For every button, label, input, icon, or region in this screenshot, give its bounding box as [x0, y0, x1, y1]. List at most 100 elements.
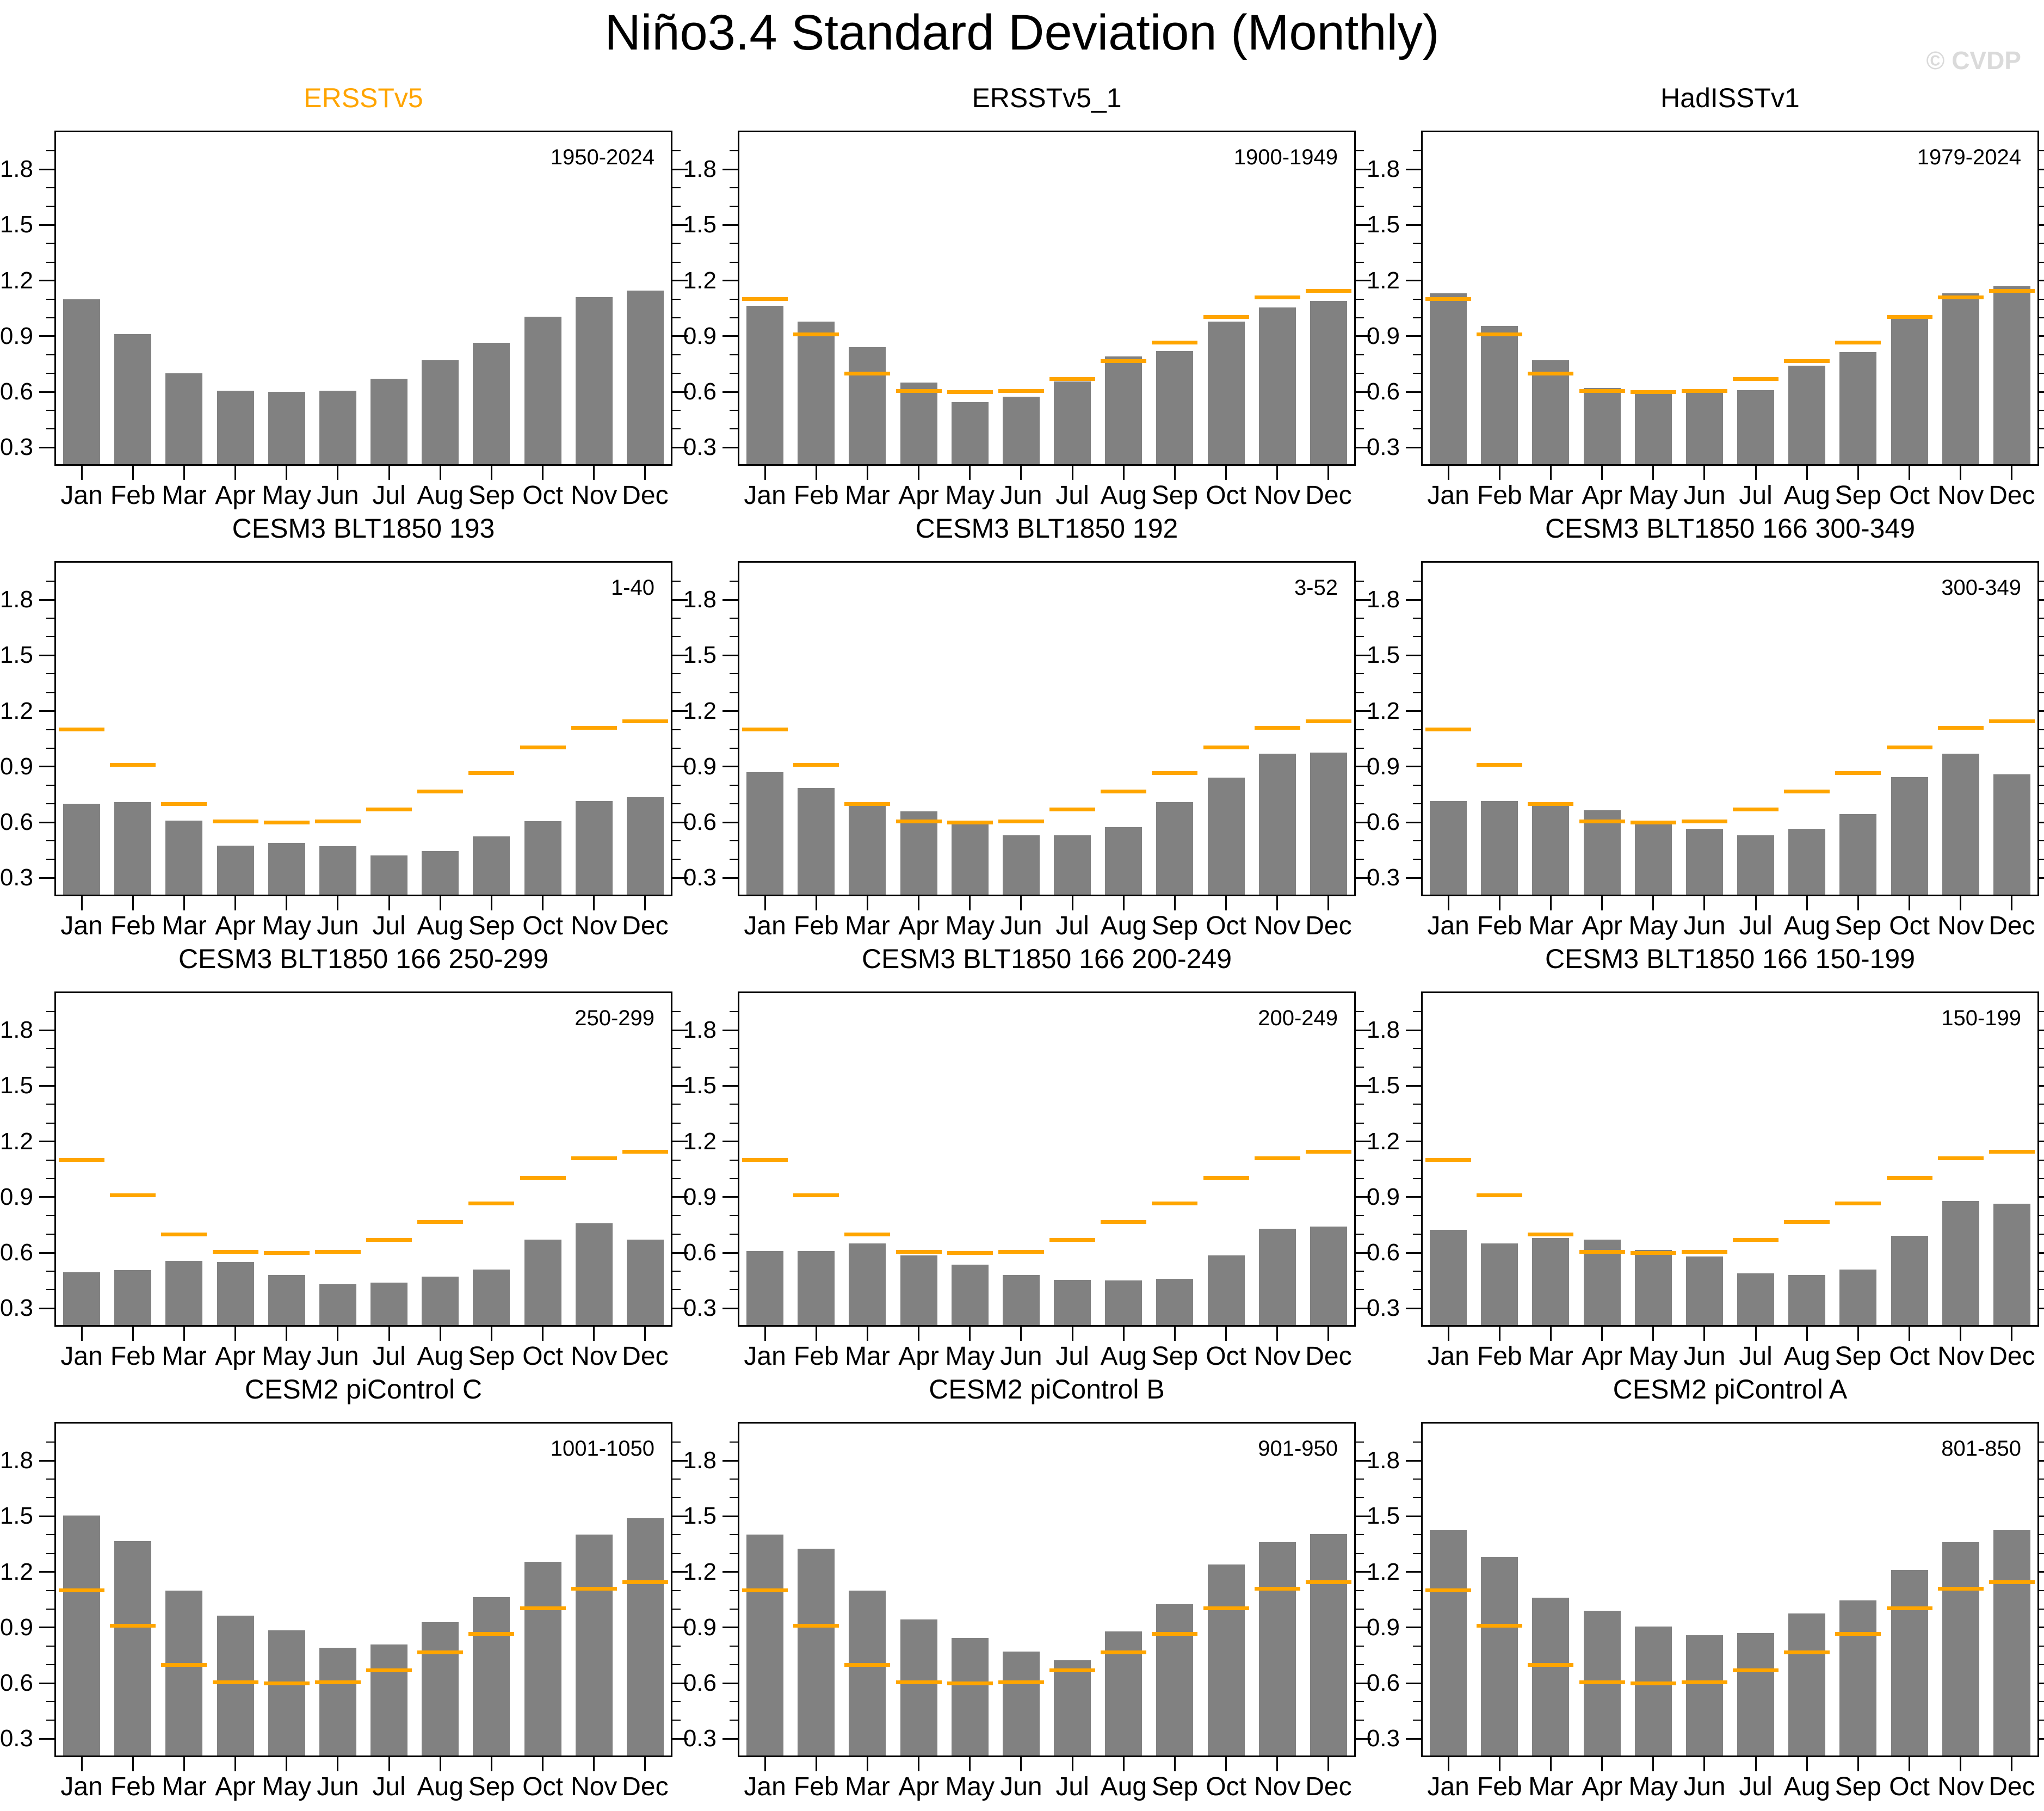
- y-axis-label: 1.5: [0, 1072, 33, 1099]
- reference-dash: [1579, 389, 1625, 393]
- y-tick-major: [672, 766, 688, 768]
- y-tick-minor: [2039, 673, 2044, 675]
- y-tick-minor: [1413, 1645, 1421, 1647]
- y-tick-major: [1356, 280, 1371, 282]
- bar: [1942, 1542, 1979, 1755]
- y-axis-label: 1.2: [0, 1128, 33, 1155]
- x-tick: [644, 466, 646, 480]
- y-axis-label: 1.2: [1366, 1128, 1400, 1155]
- reference-dash: [622, 1149, 668, 1154]
- y-tick-major: [1406, 335, 1421, 337]
- y-tick-minor: [730, 1553, 738, 1554]
- bar: [1105, 356, 1143, 464]
- bar: [524, 1240, 561, 1325]
- reference-dash: [1835, 1632, 1881, 1636]
- y-tick-minor: [1413, 1720, 1421, 1721]
- panel-title: CESM2 piControl C: [244, 1374, 483, 1405]
- x-tick: [764, 896, 766, 910]
- bar: [1788, 829, 1826, 895]
- y-tick-minor: [672, 206, 681, 207]
- y-tick-minor: [1356, 1178, 1364, 1179]
- y-tick-minor: [46, 618, 54, 619]
- x-axis-label: Dec: [622, 1772, 669, 1801]
- y-tick-minor: [1356, 1048, 1364, 1050]
- reference-dash: [571, 725, 617, 730]
- y-tick-minor: [1356, 354, 1364, 355]
- x-tick: [2011, 466, 2013, 480]
- x-tick: [1960, 1327, 1962, 1341]
- y-tick-minor: [1356, 206, 1364, 207]
- y-tick-minor: [672, 1215, 681, 1216]
- x-tick: [815, 896, 817, 910]
- y-tick-minor: [46, 784, 54, 786]
- y-axis-label: 0.3: [0, 434, 33, 461]
- y-tick-minor: [1356, 187, 1364, 189]
- bar: [1891, 317, 1928, 464]
- y-tick-minor: [1413, 1234, 1421, 1235]
- reference-dash: [998, 1680, 1044, 1684]
- reference-dash: [1733, 807, 1779, 811]
- x-axis-label: Oct: [522, 481, 563, 510]
- y-axis-label: 1.5: [683, 211, 717, 238]
- y-tick-minor: [46, 1289, 54, 1291]
- y-axis-label: 0.9: [0, 1613, 33, 1641]
- y-axis-label: 1.5: [0, 642, 33, 669]
- y-tick-major: [672, 280, 688, 282]
- reference-dash: [468, 771, 515, 775]
- bar: [165, 373, 203, 464]
- y-axis-label: 0.3: [1366, 1725, 1400, 1752]
- x-axis-label: Nov: [1937, 481, 1984, 510]
- bar: [1942, 754, 1979, 895]
- y-tick-minor: [730, 747, 738, 749]
- x-axis-label: Sep: [1835, 1772, 1882, 1801]
- reference-dash: [212, 1680, 258, 1684]
- chart-panel: ERSSTv5 1950-2024 0.3 0.6 0.9 1.2 1.5 1.8 Jan Feb…: [0, 83, 688, 510]
- x-axis-label: Jun: [317, 481, 359, 510]
- y-tick-major: [1406, 1141, 1421, 1143]
- y-tick-major: [39, 1738, 54, 1740]
- x-axis-label: Jul: [1739, 911, 1773, 940]
- bar: [1156, 1278, 1194, 1325]
- bar: [1685, 1635, 1723, 1755]
- x-tick: [764, 1757, 766, 1771]
- bar: [1634, 1249, 1672, 1325]
- panel-title: CESM2 piControl B: [929, 1374, 1165, 1405]
- x-tick: [1122, 1757, 1125, 1771]
- bar: [1788, 366, 1826, 464]
- y-tick-minor: [672, 1122, 681, 1124]
- reference-dash: [161, 1232, 207, 1236]
- y-tick-minor: [672, 1645, 681, 1647]
- y-tick-minor: [2039, 1067, 2044, 1068]
- bar: [951, 402, 989, 464]
- x-axis-label: Dec: [1305, 481, 1352, 510]
- bar: [1532, 1598, 1570, 1755]
- y-tick-minor: [2039, 1590, 2044, 1591]
- reference-dash: [1305, 288, 1351, 293]
- y-tick-minor: [672, 373, 681, 374]
- y-tick-major: [2039, 821, 2044, 823]
- y-tick-minor: [672, 729, 681, 730]
- x-axis-label: Jan: [60, 1342, 103, 1371]
- y-axis-label: 0.6: [0, 378, 33, 405]
- y-tick-minor: [672, 298, 681, 300]
- y-tick-major: [2039, 1307, 2044, 1309]
- y-axis-label: 0.3: [0, 1725, 33, 1752]
- y-tick-major: [1356, 224, 1371, 226]
- y-tick-minor: [1356, 261, 1364, 263]
- x-tick: [542, 896, 544, 910]
- y-tick-minor: [2039, 803, 2044, 805]
- y-tick-minor: [1356, 150, 1364, 152]
- y-tick-minor: [46, 747, 54, 749]
- y-tick-major: [722, 1571, 738, 1573]
- y-tick-major: [722, 1029, 738, 1031]
- x-axis-label: Jan: [1427, 481, 1469, 510]
- x-tick: [490, 466, 492, 480]
- bar: [268, 1275, 305, 1325]
- y-tick-minor: [2039, 747, 2044, 749]
- y-tick-minor: [1356, 1645, 1364, 1647]
- y-tick-minor: [2039, 581, 2044, 582]
- bar: [63, 1515, 101, 1755]
- y-tick-minor: [672, 859, 681, 860]
- y-tick-major: [1356, 1627, 1371, 1629]
- y-tick-minor: [730, 428, 738, 430]
